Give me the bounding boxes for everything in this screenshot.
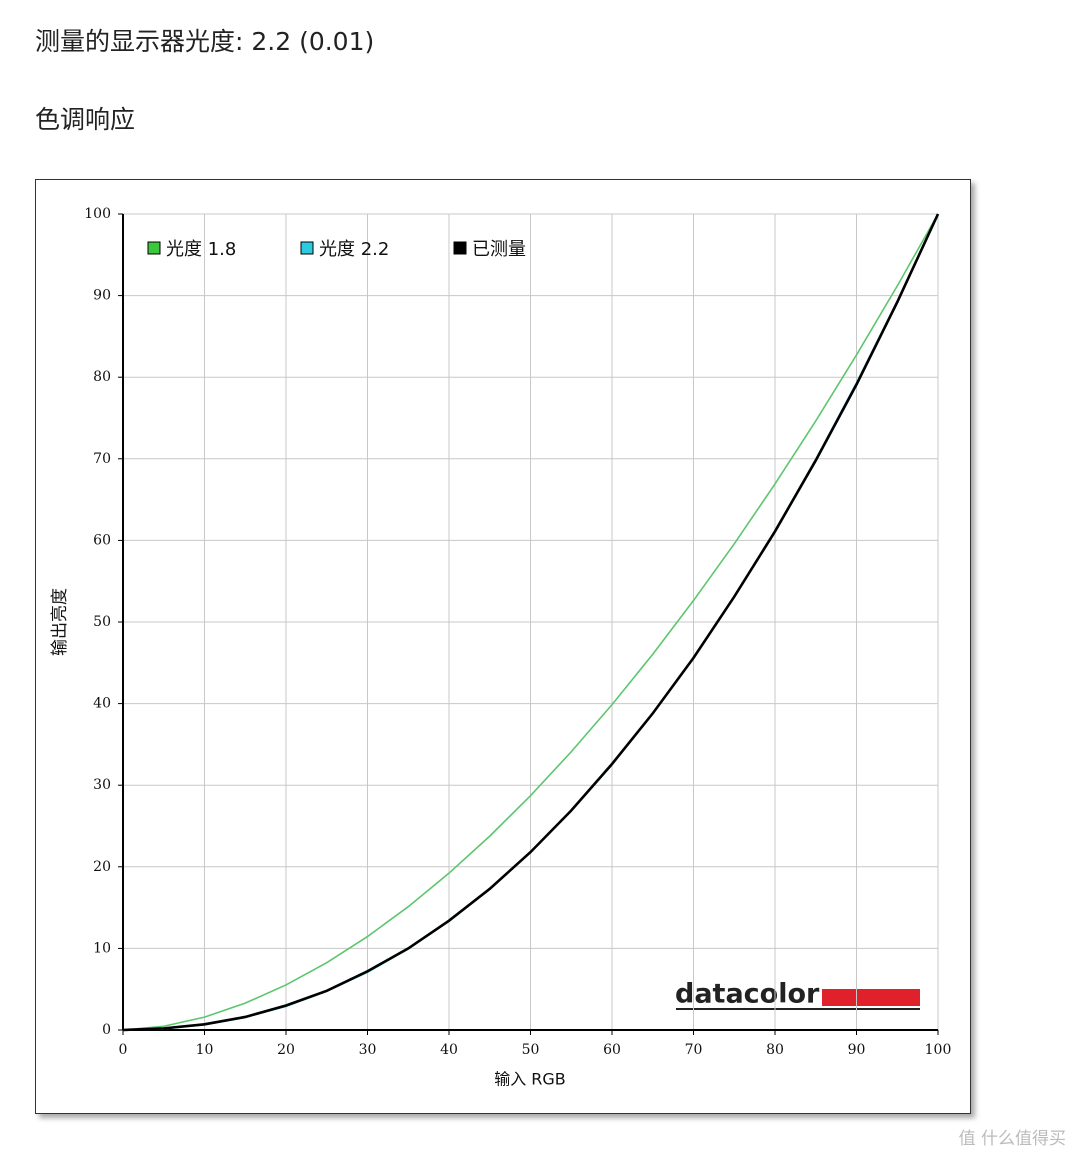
heading: 测量的显示器光度: 2.2 (0.01) <box>35 27 375 56</box>
legend-label: 光度 1.8 <box>166 239 236 260</box>
y-tick-label: 80 <box>93 369 111 385</box>
subheading: 色调响应 <box>35 105 136 134</box>
x-tick-label: 80 <box>766 1042 784 1058</box>
legend-label: 光度 2.2 <box>319 239 389 260</box>
series-line <box>122 213 939 1031</box>
legend-label: 已测量 <box>472 239 526 260</box>
watermark: 值 什么值得买 <box>958 1129 1066 1149</box>
x-tick-label: 40 <box>440 1042 458 1058</box>
y-tick-label: 50 <box>93 614 111 630</box>
x-tick-label: 90 <box>848 1042 866 1058</box>
logo-bar <box>822 989 920 1006</box>
x-tick-label: 30 <box>359 1042 377 1058</box>
x-tick-label: 100 <box>925 1042 952 1058</box>
y-tick-label: 20 <box>93 859 111 875</box>
y-tick-label: 100 <box>84 206 111 222</box>
y-tick-label: 90 <box>93 288 111 304</box>
y-axis-label: 输出亮度 <box>50 588 70 656</box>
y-tick-label: 70 <box>93 451 111 467</box>
x-tick-label: 0 <box>119 1042 128 1058</box>
x-axis-label: 输入 RGB <box>494 1070 566 1089</box>
series-line <box>122 213 940 1032</box>
legend-swatch <box>147 241 161 255</box>
x-tick-label: 10 <box>196 1042 214 1058</box>
y-tick-label: 40 <box>93 696 111 712</box>
legend-swatch <box>300 241 314 255</box>
legend-swatch <box>453 241 467 255</box>
y-tick-label: 0 <box>102 1022 111 1038</box>
chart-frame <box>35 179 971 1114</box>
x-tick-label: 70 <box>685 1042 703 1058</box>
x-tick-label: 60 <box>603 1042 621 1058</box>
logo: datacolor <box>675 979 820 1010</box>
grid <box>122 213 939 1031</box>
x-tick-label: 50 <box>522 1042 540 1058</box>
y-tick-label: 30 <box>93 777 111 793</box>
x-tick-label: 20 <box>277 1042 295 1058</box>
y-tick-label: 60 <box>93 532 111 548</box>
y-tick-label: 10 <box>93 940 111 956</box>
